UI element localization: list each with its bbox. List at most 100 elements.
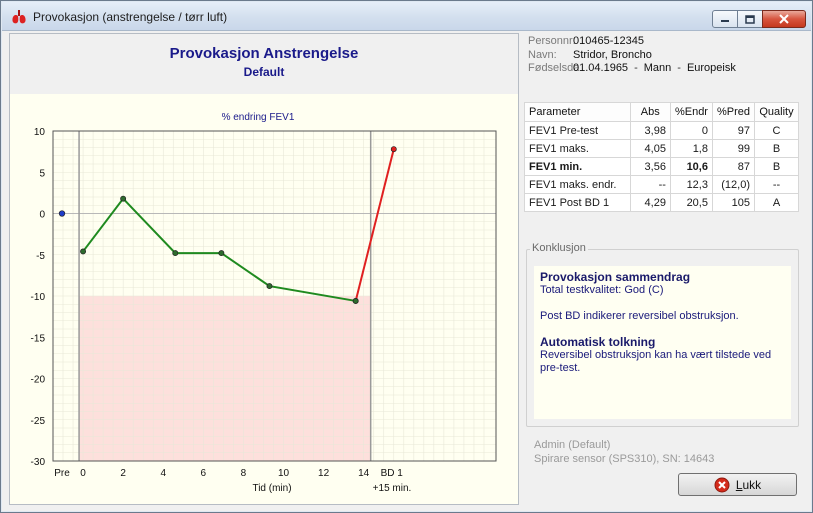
x-tick-label: 2 [120, 468, 126, 479]
data-point [120, 195, 127, 202]
cell-abs: 3,98 [629, 121, 671, 140]
col-header-parameter[interactable]: Parameter [524, 102, 631, 122]
table-row[interactable]: FEV1 maks. endr. -- 12,3 (12,0) -- [524, 175, 799, 194]
x-tick-label: 0 [80, 468, 86, 479]
table-row[interactable]: FEV1 Post BD 1 4,29 20,5 105 A [524, 193, 799, 212]
cell-parameter: FEV1 min. [524, 157, 631, 176]
chart-panel: Provokasjon Anstrengelse Default % endri… [9, 33, 519, 505]
col-header-abs[interactable]: Abs [629, 102, 671, 122]
navn-row: Navn: Stridor, Broncho [528, 49, 808, 63]
y-tick-label: -25 [31, 416, 46, 427]
auto-interpretation-heading: Automatisk tolkning [540, 335, 656, 349]
x-tick-label: Pre [54, 468, 70, 479]
cell-quality: -- [754, 175, 799, 194]
col-header-pred[interactable]: %Pred [711, 102, 756, 122]
test-subtitle: Default [243, 65, 285, 79]
conclusion-group [526, 249, 799, 427]
cell-abs: 4,05 [629, 139, 671, 158]
sensor-text: Spirare sensor (SPS310), SN: 14643 [534, 453, 715, 465]
y-tick-label: -30 [31, 457, 46, 468]
cell-endr: 12,3 [669, 175, 713, 194]
summary-heading: Provokasjon sammendrag [540, 270, 691, 284]
conclusion-label: Konklusjon [530, 242, 588, 254]
cell-abs: -- [629, 175, 671, 194]
results-table: Parameter Abs %Endr %Pred Quality FEV1 P… [524, 102, 799, 212]
x-tick-label: 14 [358, 468, 370, 479]
data-point [266, 283, 273, 290]
chart-header: Provokasjon Anstrengelse Default [10, 34, 518, 94]
cell-parameter: FEV1 Pre-test [524, 121, 631, 140]
cell-parameter: FEV1 maks. endr. [524, 175, 631, 194]
navn-value: Stridor, Broncho [573, 48, 652, 61]
personnr-row: Personnr:010465-12345 [528, 35, 808, 49]
cell-quality: B [754, 157, 799, 176]
cell-pred: 99 [711, 139, 756, 158]
cell-endr: 0 [669, 121, 713, 140]
col-header-endr[interactable]: %Endr [669, 102, 713, 122]
table-row[interactable]: FEV1 maks. 4,05 1,8 99 B [524, 139, 799, 158]
cell-parameter: FEV1 Post BD 1 [524, 193, 631, 212]
x-axis-label-bd: +15 min. [373, 483, 412, 494]
close-button[interactable]: Lukk [678, 473, 797, 496]
close-button-label: Lukk [735, 477, 762, 492]
close-icon [779, 14, 789, 24]
cell-quality: A [754, 193, 799, 212]
x-tick-label: 12 [318, 468, 330, 479]
y-tick-label: -20 [31, 375, 46, 386]
x-axis-label: Tid (min) [252, 483, 291, 494]
x-tick-label: 6 [201, 468, 207, 479]
pre-test-point [58, 210, 66, 217]
y-tick-label: 0 [39, 210, 45, 221]
x-tick-label: 8 [241, 468, 247, 479]
cell-pred: 97 [711, 121, 756, 140]
cell-pred: 105 [711, 193, 756, 212]
maximize-icon [745, 14, 755, 24]
table-row[interactable]: FEV1 min. 3,56 10,6 87 B [524, 157, 799, 176]
cell-endr: 10,6 [669, 157, 713, 176]
post-bd-text: Post BD indikerer reversibel obstruksjon… [540, 310, 739, 322]
minimize-button[interactable] [712, 10, 738, 28]
title-bar[interactable]: Provokasjon (anstrengelse / tørr luft) [2, 2, 811, 31]
device-info: Admin (Default) Spirare sensor (SPS310),… [534, 438, 714, 466]
conclusion-text[interactable]: Provokasjon sammendrag Total testkvalite… [534, 266, 791, 419]
chart-title: % endring FEV1 [222, 112, 295, 123]
lungs-icon [12, 10, 26, 24]
data-point [80, 248, 87, 255]
cell-abs: 4,29 [629, 193, 671, 212]
fodsel-value: 01.04.1965 [573, 62, 629, 74]
close-circle-icon [714, 477, 730, 492]
data-point [218, 250, 225, 257]
cell-abs: 3,56 [629, 157, 671, 176]
x-tick-label: 4 [160, 468, 166, 479]
series-line [82, 197, 356, 302]
auto-interpretation-line2: pre-test. [540, 362, 581, 374]
personnr-label: Personnr: [528, 35, 576, 47]
cell-endr: 1,8 [669, 139, 713, 158]
operator-text: Admin (Default) [534, 439, 611, 451]
data-point [172, 250, 179, 257]
personnr-value: 010465-12345 [573, 35, 644, 47]
y-tick-label: 10 [34, 127, 46, 138]
separator: - [634, 62, 638, 74]
x-tick-label: 10 [278, 468, 290, 479]
test-title: Provokasjon Anstrengelse [169, 45, 359, 62]
separator: - [677, 62, 681, 74]
plot-frame [52, 130, 497, 462]
table-row[interactable]: FEV1 Pre-test 3,98 0 97 C [524, 121, 799, 140]
maximize-button[interactable] [737, 10, 763, 28]
window-controls [712, 10, 806, 29]
y-tick-label: -5 [36, 251, 45, 262]
ethnicity-value: Europeisk [686, 62, 736, 74]
spacer [540, 297, 785, 310]
col-header-quality[interactable]: Quality [754, 102, 799, 122]
cell-quality: C [754, 121, 799, 140]
cell-quality: B [754, 139, 799, 158]
gender-value: Mann [643, 62, 672, 74]
fodsel-label: Fødselsda [528, 62, 580, 74]
close-window-button[interactable] [762, 10, 806, 28]
x-tick-label: BD 1 [381, 468, 404, 479]
window-title: Provokasjon (anstrengelse / tørr luft) [33, 10, 228, 24]
patient-info: Personnr:010465-12345 Navn: Stridor, Bron… [528, 35, 808, 76]
cell-pred: 87 [711, 157, 756, 176]
